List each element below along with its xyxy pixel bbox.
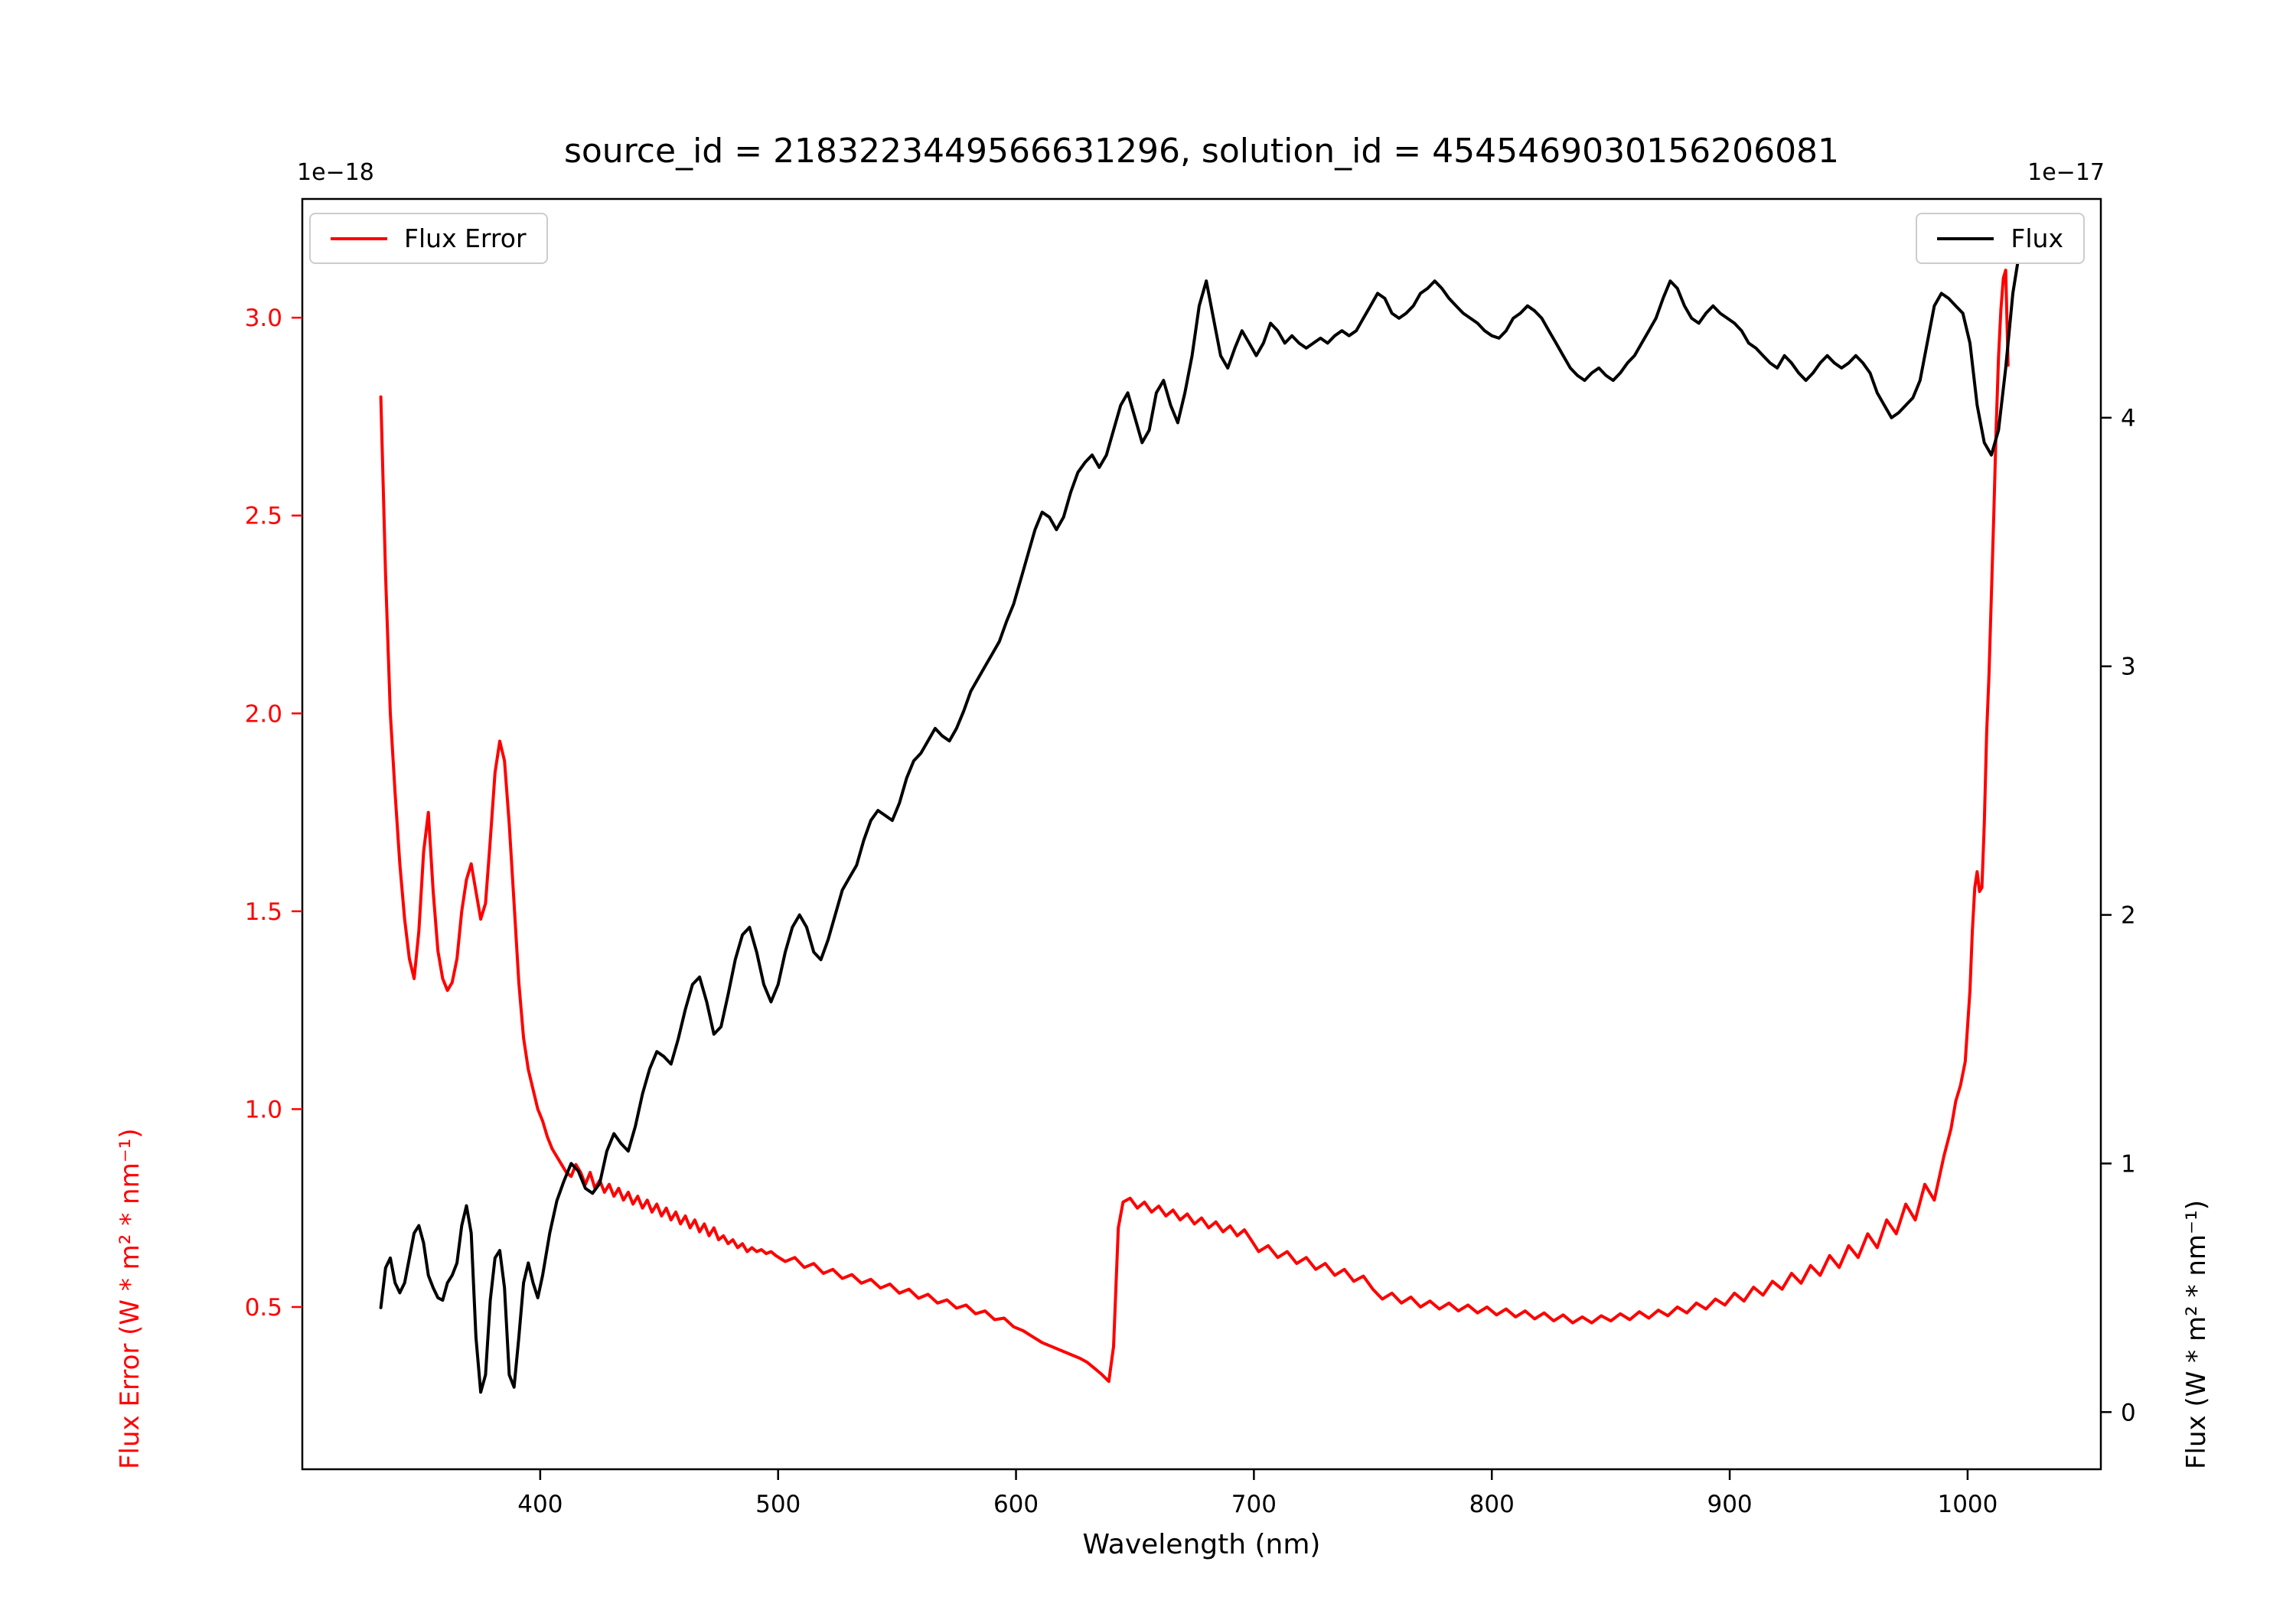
svg-text:1.5: 1.5	[245, 898, 282, 926]
svg-text:0.5: 0.5	[245, 1294, 282, 1322]
right-axis-label: Flux (W * m² * nm⁻¹)	[2181, 1200, 2212, 1469]
svg-text:0: 0	[2121, 1399, 2136, 1426]
svg-text:1: 1	[2121, 1150, 2136, 1178]
legend-flux-label: Flux	[2011, 223, 2063, 253]
flux-line-sample	[1937, 236, 1994, 240]
svg-text:1.0: 1.0	[245, 1096, 282, 1123]
svg-text:900: 900	[1707, 1491, 1752, 1518]
svg-text:500: 500	[755, 1491, 801, 1518]
legend-flux-error-label: Flux Error	[404, 223, 527, 253]
svg-text:2: 2	[2121, 902, 2136, 930]
flux-error-line-sample	[331, 236, 387, 240]
legend-flux: Flux	[1916, 213, 2085, 264]
svg-text:600: 600	[993, 1491, 1039, 1518]
svg-text:400: 400	[517, 1491, 563, 1518]
svg-text:3.0: 3.0	[245, 305, 282, 332]
svg-text:800: 800	[1469, 1491, 1515, 1518]
svg-text:3: 3	[2121, 654, 2136, 681]
legend-flux-error: Flux Error	[309, 213, 548, 264]
left-axis-label: Flux Error (W * m² * nm⁻¹)	[115, 1128, 145, 1469]
svg-text:2.5: 2.5	[245, 503, 282, 530]
svg-text:700: 700	[1231, 1491, 1277, 1518]
svg-text:4: 4	[2121, 405, 2136, 432]
x-axis-label: Wavelength (nm)	[1082, 1529, 1321, 1560]
chart-title: source_id = 2183223449566631296, solutio…	[563, 132, 1840, 171]
svg-text:2.0: 2.0	[245, 700, 282, 728]
svg-text:1000: 1000	[1937, 1491, 1998, 1518]
left-axis-offset-text: 1e−18	[297, 159, 374, 186]
right-axis-offset-text: 1e−17	[2027, 159, 2105, 186]
